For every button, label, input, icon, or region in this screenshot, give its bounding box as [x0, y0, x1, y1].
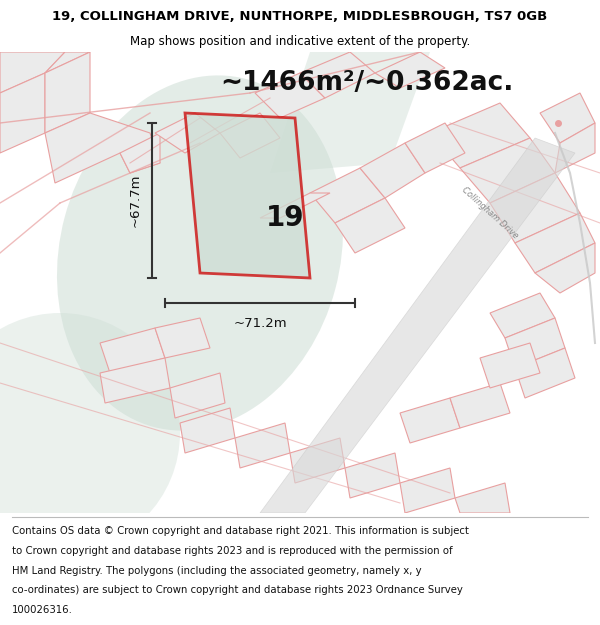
Text: to Crown copyright and database rights 2023 and is reproduced with the permissio: to Crown copyright and database rights 2…: [12, 546, 452, 556]
Polygon shape: [455, 483, 510, 513]
Polygon shape: [270, 52, 430, 173]
Polygon shape: [260, 193, 330, 218]
Polygon shape: [480, 343, 540, 388]
Polygon shape: [375, 52, 445, 88]
Text: Collingham Drive: Collingham Drive: [460, 186, 520, 241]
Polygon shape: [405, 123, 465, 173]
Polygon shape: [170, 373, 225, 418]
Polygon shape: [235, 423, 290, 468]
Polygon shape: [120, 133, 160, 173]
Text: ~1466m²/~0.362ac.: ~1466m²/~0.362ac.: [220, 70, 514, 96]
Polygon shape: [430, 103, 530, 168]
Polygon shape: [0, 52, 65, 93]
Polygon shape: [360, 143, 425, 198]
Polygon shape: [45, 52, 90, 133]
Polygon shape: [290, 438, 345, 483]
Polygon shape: [260, 138, 575, 513]
Polygon shape: [335, 198, 405, 253]
Text: ~71.2m: ~71.2m: [233, 317, 287, 330]
Polygon shape: [400, 398, 460, 443]
Polygon shape: [255, 73, 325, 118]
Polygon shape: [310, 168, 385, 223]
Polygon shape: [515, 213, 595, 273]
Polygon shape: [155, 318, 210, 358]
Text: Map shows position and indicative extent of the property.: Map shows position and indicative extent…: [130, 36, 470, 48]
Text: 19, COLLINGHAM DRIVE, NUNTHORPE, MIDDLESBROUGH, TS7 0GB: 19, COLLINGHAM DRIVE, NUNTHORPE, MIDDLES…: [52, 11, 548, 23]
Polygon shape: [515, 348, 575, 398]
Text: HM Land Registry. The polygons (including the associated geometry, namely x, y: HM Land Registry. The polygons (includin…: [12, 566, 422, 576]
Text: ~67.7m: ~67.7m: [129, 174, 142, 228]
Polygon shape: [100, 328, 165, 373]
Polygon shape: [45, 52, 90, 73]
Polygon shape: [460, 138, 555, 203]
Polygon shape: [185, 113, 310, 278]
Polygon shape: [100, 358, 170, 403]
Polygon shape: [45, 113, 160, 183]
Polygon shape: [0, 73, 45, 153]
Polygon shape: [155, 113, 220, 153]
Polygon shape: [490, 293, 555, 338]
Polygon shape: [345, 453, 400, 498]
Text: 19: 19: [266, 204, 304, 232]
Polygon shape: [400, 468, 455, 513]
Polygon shape: [505, 318, 565, 368]
Ellipse shape: [57, 76, 343, 431]
Text: 100026316.: 100026316.: [12, 605, 73, 615]
Polygon shape: [180, 408, 235, 453]
Polygon shape: [490, 173, 580, 243]
Polygon shape: [450, 383, 510, 428]
Polygon shape: [540, 93, 595, 143]
Polygon shape: [535, 243, 595, 293]
Polygon shape: [555, 123, 595, 173]
Text: Contains OS data © Crown copyright and database right 2021. This information is : Contains OS data © Crown copyright and d…: [12, 526, 469, 536]
Text: co-ordinates) are subject to Crown copyright and database rights 2023 Ordnance S: co-ordinates) are subject to Crown copyr…: [12, 585, 463, 595]
Polygon shape: [220, 113, 280, 158]
Circle shape: [0, 313, 180, 553]
Polygon shape: [300, 52, 375, 98]
